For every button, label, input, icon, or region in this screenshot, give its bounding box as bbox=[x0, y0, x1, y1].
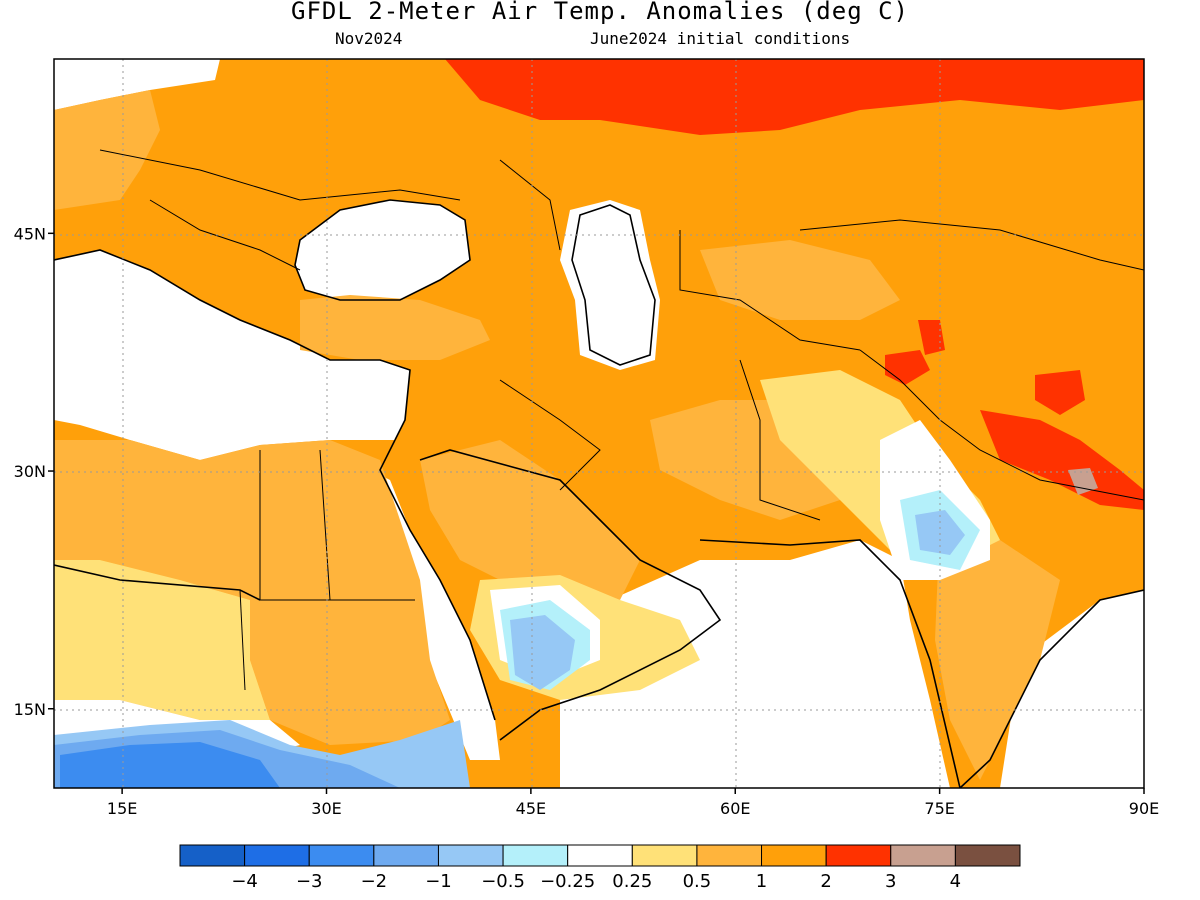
lon-tick-label: 60E bbox=[720, 799, 750, 818]
colorbar-label: −0.25 bbox=[540, 871, 595, 892]
colorbar-swatch bbox=[954, 844, 1021, 867]
colorbar-swatch bbox=[308, 844, 375, 867]
anomaly-band-2to3-xinjiang bbox=[918, 320, 945, 355]
colorbar-swatch bbox=[567, 844, 633, 867]
mediterranean-sea bbox=[54, 250, 410, 460]
arabian-sea bbox=[560, 540, 950, 788]
anomaly-band-05to1-africa bbox=[54, 440, 450, 745]
anomaly-band-2to3-russia bbox=[445, 59, 1144, 135]
anomaly-band-05to1-india bbox=[935, 520, 1060, 780]
coastlines bbox=[54, 199, 1144, 788]
colorbar-label: 4 bbox=[950, 871, 961, 892]
anomaly-band-05to1-turkey bbox=[300, 295, 490, 360]
anomaly-band-neg2-africa bbox=[60, 742, 280, 788]
colorbar-swatch bbox=[179, 844, 246, 867]
colorbar-label: −1 bbox=[425, 871, 452, 892]
black-sea bbox=[295, 200, 470, 300]
anomaly-band-neg05to1-arabia bbox=[510, 615, 575, 690]
anomaly-field bbox=[54, 59, 1144, 788]
colorbar-swatch bbox=[373, 844, 439, 867]
colorbar-label: 0.5 bbox=[683, 871, 712, 892]
lon-tick-label: 30E bbox=[311, 799, 341, 818]
colorbar-label: 3 bbox=[885, 871, 896, 892]
lat-tick-label: 30N bbox=[14, 462, 46, 481]
bay-of-bengal bbox=[1000, 590, 1144, 788]
anomaly-band-neg05-india bbox=[915, 510, 965, 555]
colorbar-swatch bbox=[761, 844, 827, 867]
forecast-month: Nov2024 bbox=[335, 29, 403, 48]
anomaly-band-2to3-tibet-north bbox=[1035, 370, 1085, 415]
lat-tick-label: 15N bbox=[14, 700, 46, 719]
colorbar-swatch bbox=[890, 844, 956, 867]
borders bbox=[99, 149, 1144, 691]
colorbar-label: −0.5 bbox=[481, 871, 525, 892]
colorbar-swatch bbox=[696, 844, 763, 867]
colorbar-swatch bbox=[502, 844, 569, 867]
plot-frame bbox=[53, 58, 1145, 789]
lon-tick-label: 45E bbox=[516, 799, 546, 818]
lon-tick-label: 90E bbox=[1129, 799, 1159, 818]
colorbar-label: −4 bbox=[231, 871, 258, 892]
gridlines bbox=[54, 59, 1144, 788]
anomaly-band-2to3-kashmir bbox=[885, 350, 930, 385]
colorbar-label: 0.25 bbox=[612, 871, 652, 892]
colorbar-label: −3 bbox=[296, 871, 323, 892]
anomaly-band-05to1-arabia bbox=[420, 440, 640, 600]
longitude-axis: 15E 30E 45E 60E 75E 90E bbox=[107, 788, 1159, 818]
anomaly-band-3to4-tibet bbox=[1068, 468, 1098, 495]
anomaly-band-05to1-europe bbox=[54, 90, 160, 210]
caspian-sea bbox=[560, 200, 660, 370]
anomaly-band-025to05-sahel bbox=[54, 560, 270, 720]
colorbar-label: −2 bbox=[361, 871, 388, 892]
colorbar-swatch bbox=[825, 844, 892, 867]
lat-tick-label: 45N bbox=[14, 224, 46, 243]
northern-europe-white bbox=[54, 59, 220, 110]
colorbar-swatch bbox=[631, 844, 698, 867]
initial-conditions: June2024 initial conditions bbox=[590, 29, 851, 48]
lon-tick-label: 75E bbox=[924, 799, 954, 818]
anomaly-band-2to3-tibet bbox=[980, 410, 1144, 510]
colorbar-swatch bbox=[244, 844, 310, 867]
colorbar-label: 1 bbox=[756, 871, 767, 892]
colorbar-label: 2 bbox=[820, 871, 831, 892]
map-title: GFDL 2-Meter Air Temp. Anomalies (deg C) bbox=[291, 0, 909, 25]
latitude-axis: 45N 30N 15N bbox=[14, 224, 54, 719]
lon-tick-label: 15E bbox=[107, 799, 137, 818]
colorbar: −4 −3 −2 −1 −0.5 −0.25 0.25 0.5 1 2 3 4 bbox=[179, 844, 1021, 892]
anomaly-band-05to1-central-asia bbox=[700, 240, 900, 320]
colorbar-swatch bbox=[437, 844, 504, 867]
